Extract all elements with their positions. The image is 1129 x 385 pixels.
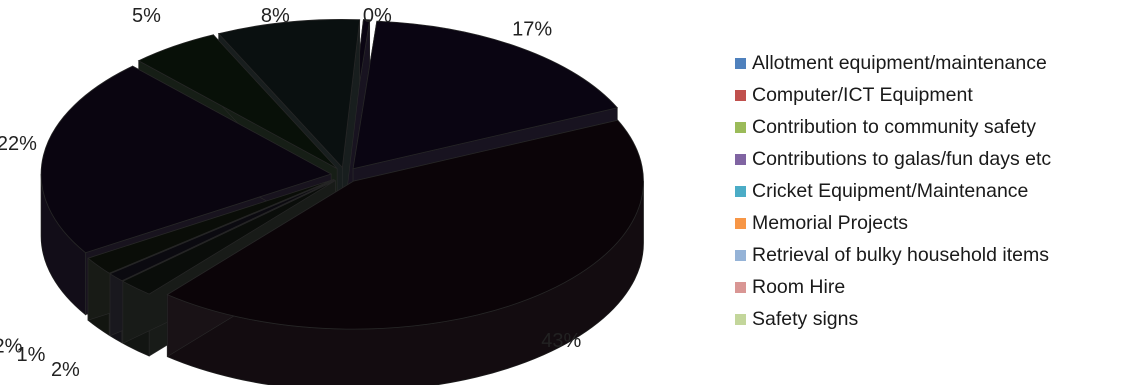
legend-swatch <box>735 218 746 230</box>
legend-label: Safety signs <box>752 308 859 331</box>
data-label-allotment-equipment-maintenance: 0% <box>363 5 392 27</box>
legend-swatch <box>735 57 746 69</box>
legend-item: Cricket Equipment/Maintenance <box>735 175 1125 207</box>
data-label-memorial-projects: 2% <box>0 335 23 357</box>
legend-label: Computer/ICT Equipment <box>752 83 973 106</box>
data-label-retrieval-of-bulky-household-items: 22% <box>0 133 37 155</box>
pie-slice-top <box>87 179 334 274</box>
legend-swatch <box>735 121 746 133</box>
legend-item: Contributions to galas/fun days etc <box>735 143 1125 175</box>
legend-label: Memorial Projects <box>752 212 909 235</box>
legend-item: Computer/ICT Equipment <box>735 79 1125 111</box>
legend-swatch <box>735 185 746 197</box>
data-label-room-hire: 5% <box>132 5 161 27</box>
pie-chart: 0% 17% 43% 2%1%2% 22% 5% 8% <box>0 5 644 385</box>
data-label-safety-signs: 8% <box>261 5 290 27</box>
legend-label: Contributions to galas/fun days etc <box>752 147 1052 170</box>
pie-slice-top <box>40 65 333 254</box>
legend-swatch <box>735 282 746 294</box>
data-label-contribution-to-community-safety: 43% <box>541 330 581 352</box>
pie-slice-top <box>352 20 619 170</box>
legend-item: Memorial Projects <box>735 207 1125 239</box>
pie-slice-top <box>217 19 361 169</box>
pie-slice-top <box>137 34 338 169</box>
legend-label: Cricket Equipment/Maintenance <box>752 179 1029 202</box>
legend-item: Contribution to community safety <box>735 111 1125 143</box>
chart-legend: Allotment equipment/maintenance Computer/… <box>735 47 1125 336</box>
legend-swatch <box>735 153 746 165</box>
legend-label: Retrieval of bulky household items <box>752 244 1049 267</box>
pie-chart-svg: 0% 17% 43% 2%1%2% 22% 5% 8% <box>0 5 644 385</box>
legend-swatch <box>735 250 746 262</box>
pie-slice-top <box>109 179 335 282</box>
pie-slice-contribution-to-community-safety <box>166 119 644 385</box>
legend-label: Contribution to community safety <box>752 115 1036 138</box>
pie-slice-top <box>166 119 644 330</box>
legend-item: Allotment equipment/maintenance <box>735 47 1125 79</box>
legend-item: Room Hire <box>735 272 1125 304</box>
legend-item: Safety signs <box>735 304 1125 336</box>
legend-item: Retrieval of bulky household items <box>735 240 1125 272</box>
pie-slice-top <box>121 180 336 295</box>
legend-label: Room Hire <box>752 276 846 299</box>
legend-label: Allotment equipment/maintenance <box>752 51 1047 74</box>
data-label-contributions-to-galas-fun-days-etc: 2% <box>51 359 80 381</box>
legend-swatch <box>735 314 746 326</box>
data-label-cricket-equipment-maintenance: 1% <box>17 344 46 366</box>
legend-swatch <box>735 89 746 101</box>
data-label-computer-ict-equipment: 17% <box>512 19 552 41</box>
